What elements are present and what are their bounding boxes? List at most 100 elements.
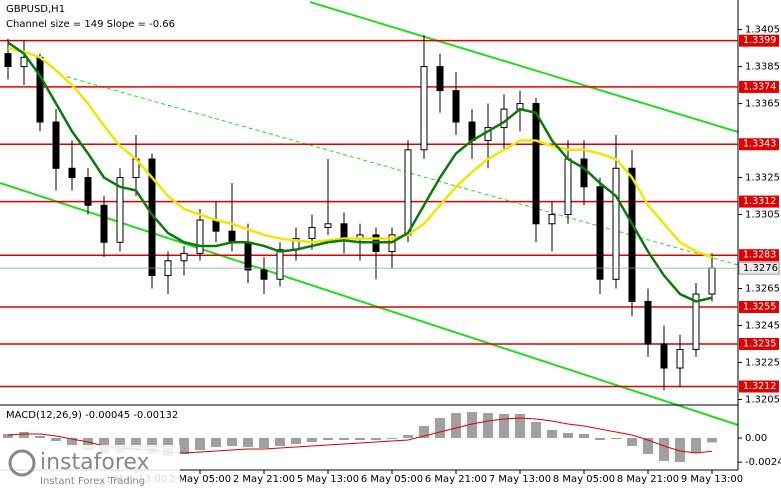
candle-body [36, 56, 44, 123]
candle-body [596, 186, 604, 280]
macd-bar [547, 430, 557, 438]
candle-body [580, 158, 588, 188]
macd-bar [483, 413, 493, 438]
candle-body [404, 149, 412, 236]
candle-body [436, 66, 444, 92]
macd-bar [627, 438, 637, 446]
candle-body [452, 90, 460, 123]
macd-bar [643, 438, 653, 454]
y-tick-label: 1.3365 [745, 99, 780, 110]
candle-body [68, 167, 76, 179]
last-price-label: 1.3276 [743, 263, 778, 274]
y-tick-label: 1.3385 [745, 62, 780, 73]
macd-bar [131, 438, 141, 450]
macd-bar [243, 438, 253, 447]
level-label-bg [739, 195, 779, 208]
moving-average [7, 41, 713, 303]
candle-body [228, 230, 236, 243]
candle-body [180, 252, 188, 262]
macd-title: MACD(12,26,9) -0.00045 -0.00132 [6, 410, 178, 421]
macd-bar [291, 438, 301, 444]
candle-body [676, 349, 684, 369]
y-tick-label: 1.3225 [745, 357, 780, 368]
macd-bar [19, 432, 29, 438]
y-tick-label: 1.3325 [745, 173, 780, 184]
x-tick-label: 2 May 05:00 [169, 474, 231, 485]
macd-bar [339, 438, 349, 440]
x-tick-label: 5 May 13:00 [297, 474, 359, 485]
x-tick-label: 9 May 13:00 [681, 474, 743, 485]
x-tick-label: 6 May 21:00 [425, 474, 487, 485]
macd-bar [179, 438, 189, 454]
macd-bar [499, 414, 509, 438]
macd-bar [467, 412, 477, 438]
candle-body [100, 204, 108, 243]
candle-body [4, 53, 12, 68]
level-label: 1.3235 [743, 338, 776, 349]
logo: instaforex Instant Forex Trading [0, 445, 180, 489]
logo-tagline: Instant Forex Trading [40, 476, 145, 487]
candle-body [644, 300, 652, 345]
y-tick-label: 1.3305 [745, 210, 780, 221]
y-tick-label: 0.00 [745, 433, 767, 444]
macd-bar [403, 435, 413, 438]
level-label-bg [739, 34, 779, 47]
candle-body [196, 219, 204, 254]
chart-subtitle: Channel size = 149 Slope = -0.66 [6, 19, 175, 30]
macd-bar [275, 438, 285, 446]
level-label: 1.3374 [743, 81, 776, 92]
macd-bar [563, 433, 573, 438]
macd-bar [595, 438, 605, 440]
candle-body [468, 121, 476, 142]
macd-bar [83, 438, 93, 450]
macd-bar [35, 436, 45, 438]
level-label-bg [739, 300, 779, 313]
macd-bar [611, 438, 621, 439]
x-tick-label: 6 May 05:00 [361, 474, 423, 485]
macd-bar [323, 438, 333, 440]
macd-bar [707, 438, 717, 443]
macd-bar [211, 438, 221, 447]
candle-body [116, 177, 124, 243]
candle-body [308, 226, 316, 240]
candle-body [532, 103, 540, 225]
channel-mid [59, 74, 739, 266]
y-tick-label: -0.00242 [745, 457, 781, 468]
level-label: 1.3212 [743, 381, 776, 392]
logo-icon [8, 449, 36, 477]
level-label: 1.3399 [743, 35, 776, 46]
level-label: 1.3255 [743, 301, 776, 312]
candle-body [260, 269, 268, 280]
channel-upper [309, 1, 739, 133]
level-label-bg [739, 138, 779, 151]
macd-bar [659, 438, 669, 461]
macd-bar [515, 414, 525, 438]
x-tick-label: 8 May 21:00 [617, 474, 679, 485]
candle-body [20, 56, 28, 68]
macd-bar [355, 438, 365, 440]
level-label-bg [739, 380, 779, 393]
level-label-bg [739, 337, 779, 350]
candle-body [548, 214, 556, 225]
x-tick-label: 8 May 05:00 [553, 474, 615, 485]
macd-bar [51, 438, 61, 441]
candle-body [84, 177, 92, 206]
level-label: 1.3283 [743, 250, 776, 261]
candle-body [244, 241, 252, 271]
y-tick-label: 1.3245 [745, 320, 780, 331]
macd-bar [387, 438, 397, 439]
chart-title: GBPUSD,H1 [6, 4, 65, 15]
macd-bar [419, 426, 429, 438]
macd-bar [531, 422, 541, 438]
macd-bar [3, 434, 13, 438]
macd-bar [371, 438, 381, 440]
macd-bar [67, 438, 77, 446]
macd-bar [451, 413, 461, 438]
candle-body [52, 121, 60, 169]
macd-bar [259, 438, 269, 448]
candle-body [660, 343, 668, 369]
candle-body [340, 223, 348, 240]
logo-text: instaforex [40, 450, 150, 475]
y-tick-label: 1.3205 [745, 394, 780, 405]
